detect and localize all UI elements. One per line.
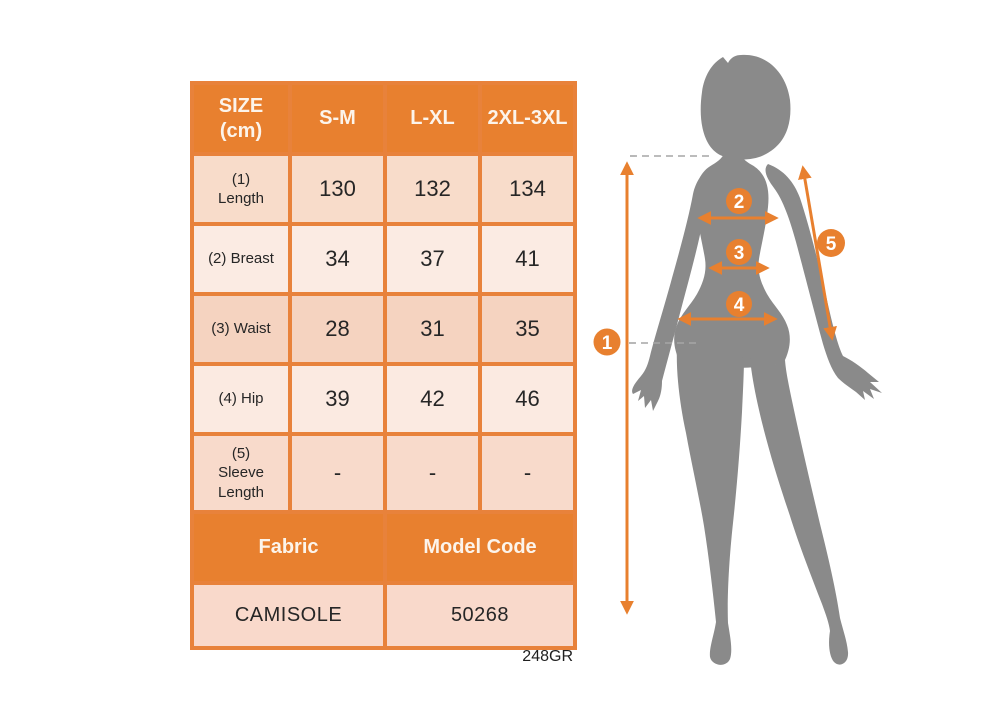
table-header-row: SIZE (cm) S-M L-XL 2XL-3XL bbox=[190, 81, 577, 156]
table-cell: 34 bbox=[288, 222, 387, 296]
table-cell: 46 bbox=[478, 362, 577, 436]
table-row-waist: (3) Waist 28 31 35 bbox=[190, 292, 577, 366]
marker-1-number: 1 bbox=[602, 333, 613, 354]
table-row-sleeve-length: (5) Sleeve Length - - - bbox=[190, 432, 577, 514]
table-cell: - bbox=[478, 432, 577, 514]
table-row-hip: (4) Hip 39 42 46 bbox=[190, 362, 577, 436]
table-cell: 132 bbox=[383, 152, 482, 226]
sleeve-arrow bbox=[798, 165, 837, 341]
column-header-sm: S-M bbox=[288, 81, 387, 156]
marker-3-number: 3 bbox=[734, 243, 745, 264]
row-label: (1) Length bbox=[190, 152, 292, 226]
table-cell: 130 bbox=[288, 152, 387, 226]
model-code-value: 50268 bbox=[383, 581, 577, 650]
table-footer-header-row: Fabric Model Code bbox=[190, 510, 577, 585]
table-row-length: (1) Length 130 132 134 bbox=[190, 152, 577, 226]
marker-4-number: 4 bbox=[734, 295, 745, 316]
table-cell: - bbox=[288, 432, 387, 514]
marker-4-circle bbox=[726, 291, 752, 317]
table-cell: 35 bbox=[478, 292, 577, 366]
marker-1-circle bbox=[593, 328, 621, 356]
fabric-value: CAMISOLE bbox=[190, 581, 387, 650]
marker-3-circle bbox=[726, 239, 752, 265]
table-cell: 42 bbox=[383, 362, 482, 436]
column-header-lxl: L-XL bbox=[383, 81, 482, 156]
table-cell: 41 bbox=[478, 222, 577, 296]
marker-5-number: 5 bbox=[826, 234, 837, 255]
model-code-header: Model Code bbox=[383, 510, 577, 585]
table-cell: 37 bbox=[383, 222, 482, 296]
size-table: SIZE (cm) S-M L-XL 2XL-3XL (1) Length 13… bbox=[190, 81, 577, 650]
column-header-2xl3xl: 2XL-3XL bbox=[478, 81, 577, 156]
fabric-header: Fabric bbox=[190, 510, 387, 585]
row-label: (3) Waist bbox=[190, 292, 292, 366]
table-cell: 134 bbox=[478, 152, 577, 226]
table-cell: 28 bbox=[288, 292, 387, 366]
measurement-figure: 1 2 3 4 5 bbox=[593, 54, 882, 665]
row-label: (2) Breast bbox=[190, 222, 292, 296]
marker-5-circle bbox=[817, 229, 845, 257]
weight-note: 248GR bbox=[522, 648, 573, 665]
silhouette-right-arm bbox=[765, 164, 882, 400]
table-cell: 31 bbox=[383, 292, 482, 366]
table-cell: 39 bbox=[288, 362, 387, 436]
row-label: (4) Hip bbox=[190, 362, 292, 436]
marker-2-number: 2 bbox=[734, 192, 745, 213]
silhouette-right-leg bbox=[750, 358, 849, 665]
table-footer-value-row: CAMISOLE 50268 bbox=[190, 581, 577, 650]
silhouette-hair bbox=[700, 54, 791, 160]
silhouette-left-arm bbox=[632, 166, 713, 411]
size-unit-header: SIZE (cm) bbox=[190, 81, 292, 156]
marker-2-circle bbox=[726, 188, 752, 214]
silhouette-left-leg bbox=[676, 328, 744, 665]
row-label: (5) Sleeve Length bbox=[190, 432, 292, 514]
table-cell: - bbox=[383, 432, 482, 514]
table-row-breast: (2) Breast 34 37 41 bbox=[190, 222, 577, 296]
